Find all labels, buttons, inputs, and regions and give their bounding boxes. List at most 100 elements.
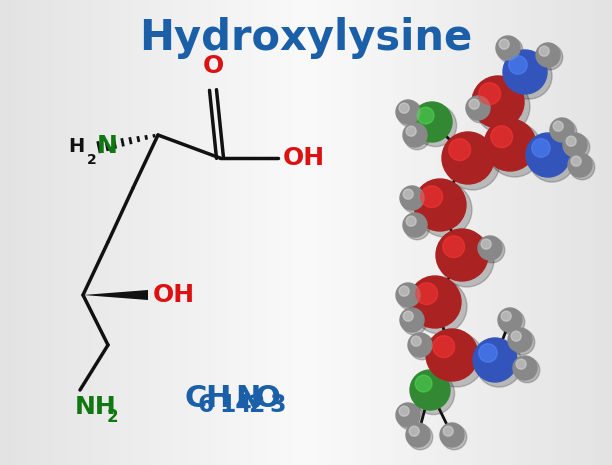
Text: 2: 2 [107, 408, 119, 426]
Circle shape [501, 311, 511, 321]
Circle shape [406, 126, 416, 136]
Circle shape [439, 232, 494, 287]
Circle shape [496, 36, 520, 60]
Text: N: N [97, 134, 118, 158]
Text: OH: OH [153, 283, 195, 307]
Circle shape [513, 356, 537, 380]
Circle shape [436, 229, 488, 281]
Text: O: O [203, 54, 223, 78]
Circle shape [469, 99, 479, 109]
Circle shape [412, 279, 467, 334]
Text: N: N [235, 384, 260, 413]
Circle shape [415, 375, 432, 392]
Circle shape [403, 311, 413, 321]
Circle shape [414, 105, 457, 146]
Circle shape [515, 358, 540, 383]
Text: 3: 3 [269, 393, 286, 417]
Circle shape [509, 56, 527, 74]
Circle shape [408, 333, 432, 357]
Circle shape [406, 216, 416, 226]
Circle shape [400, 308, 424, 332]
Circle shape [473, 338, 517, 382]
Text: NH: NH [75, 395, 117, 419]
Circle shape [480, 238, 505, 263]
Circle shape [481, 239, 491, 249]
Circle shape [443, 426, 453, 436]
Circle shape [564, 134, 590, 160]
Circle shape [406, 423, 430, 447]
Circle shape [396, 283, 420, 307]
Circle shape [403, 123, 427, 147]
Circle shape [411, 336, 421, 346]
Circle shape [532, 139, 550, 157]
Circle shape [568, 153, 592, 177]
Circle shape [433, 336, 455, 358]
Circle shape [503, 50, 547, 94]
Text: 6: 6 [198, 393, 214, 417]
Circle shape [499, 310, 524, 335]
Text: C: C [185, 384, 207, 413]
Circle shape [550, 118, 574, 142]
Text: H: H [69, 137, 85, 155]
Circle shape [551, 120, 577, 145]
Circle shape [403, 189, 413, 199]
Circle shape [498, 38, 523, 63]
Text: O: O [255, 384, 281, 413]
Circle shape [516, 359, 526, 369]
Circle shape [430, 332, 484, 387]
Circle shape [484, 119, 536, 171]
Circle shape [479, 344, 497, 362]
Circle shape [498, 308, 522, 332]
Circle shape [400, 186, 424, 210]
Circle shape [468, 98, 493, 123]
Circle shape [426, 329, 478, 381]
Circle shape [405, 125, 430, 150]
Circle shape [476, 80, 530, 134]
Circle shape [398, 405, 423, 430]
Circle shape [487, 122, 542, 177]
Circle shape [536, 43, 560, 67]
Circle shape [570, 154, 595, 180]
Circle shape [511, 331, 521, 341]
Circle shape [417, 182, 472, 237]
Text: OH: OH [283, 146, 325, 170]
Circle shape [472, 76, 524, 128]
Circle shape [510, 330, 535, 355]
Circle shape [537, 45, 563, 70]
Circle shape [408, 425, 433, 450]
Circle shape [499, 39, 509, 49]
Circle shape [491, 126, 513, 147]
Circle shape [526, 133, 570, 177]
Circle shape [410, 370, 450, 410]
Circle shape [506, 53, 552, 99]
Circle shape [553, 121, 563, 131]
Text: H: H [205, 384, 230, 413]
Circle shape [399, 406, 409, 416]
Circle shape [563, 133, 587, 157]
Circle shape [399, 103, 409, 113]
Text: Hydroxylysine: Hydroxylysine [140, 17, 472, 59]
Circle shape [449, 139, 471, 160]
Circle shape [414, 179, 466, 231]
Text: 2: 2 [87, 153, 97, 167]
Circle shape [398, 101, 423, 127]
Circle shape [539, 46, 549, 56]
Circle shape [446, 135, 500, 190]
Circle shape [416, 283, 438, 305]
Circle shape [409, 276, 461, 328]
Circle shape [409, 426, 419, 436]
Circle shape [403, 213, 427, 237]
Circle shape [396, 100, 420, 124]
Circle shape [476, 341, 522, 387]
Circle shape [466, 96, 490, 120]
Text: 14: 14 [219, 393, 252, 417]
Circle shape [396, 403, 420, 427]
Polygon shape [83, 290, 148, 300]
Circle shape [399, 286, 409, 296]
Circle shape [409, 334, 435, 360]
Circle shape [479, 83, 501, 105]
Circle shape [478, 236, 502, 260]
Circle shape [566, 136, 577, 146]
Circle shape [398, 285, 423, 310]
Circle shape [442, 132, 494, 184]
